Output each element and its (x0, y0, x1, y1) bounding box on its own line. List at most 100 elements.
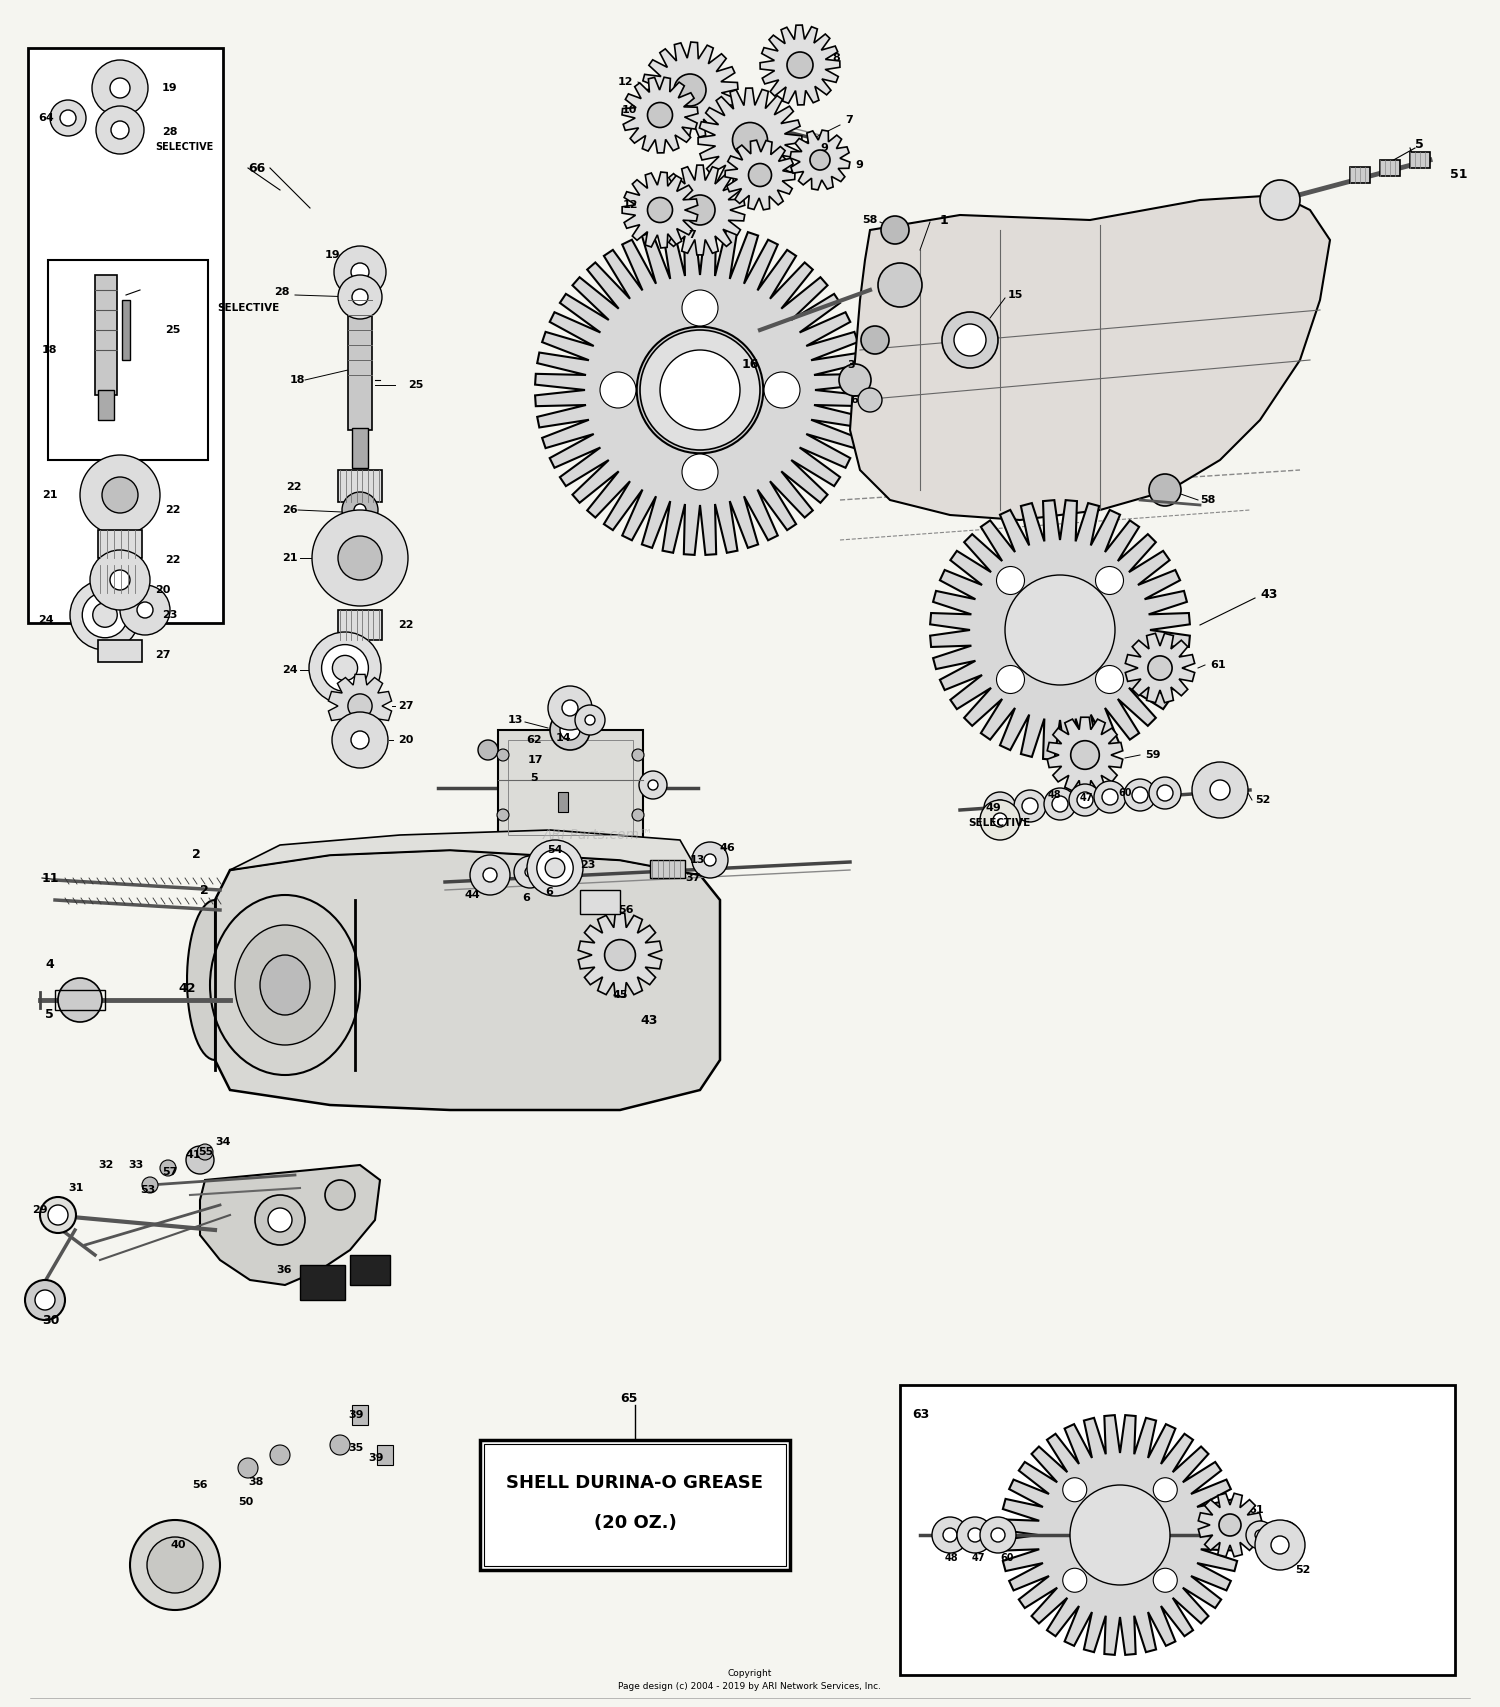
Text: 56: 56 (618, 905, 633, 915)
Circle shape (142, 1178, 158, 1193)
Polygon shape (1125, 633, 1194, 703)
Circle shape (50, 101, 86, 137)
Circle shape (186, 1145, 214, 1174)
Text: 19: 19 (324, 249, 340, 259)
Bar (558, 792, 568, 813)
Circle shape (639, 772, 668, 799)
Circle shape (1102, 789, 1118, 806)
Text: 47: 47 (1080, 794, 1094, 802)
Text: 52: 52 (1294, 1565, 1311, 1576)
Text: 39: 39 (368, 1453, 384, 1463)
Circle shape (90, 550, 150, 609)
Polygon shape (850, 195, 1330, 521)
Text: 65: 65 (620, 1391, 638, 1405)
Polygon shape (230, 830, 701, 876)
Text: SHELL DURINA-O GREASE: SHELL DURINA-O GREASE (507, 1475, 764, 1492)
Text: 41: 41 (184, 1151, 201, 1161)
Polygon shape (188, 900, 214, 1060)
Circle shape (861, 326, 889, 353)
Bar (98, 389, 114, 420)
Circle shape (1260, 179, 1300, 220)
Bar (509, 741, 633, 835)
Bar (484, 1444, 786, 1565)
Circle shape (1071, 741, 1100, 770)
Bar (98, 565, 142, 592)
Text: 66: 66 (248, 162, 266, 174)
Text: 44: 44 (465, 889, 480, 900)
Text: 58: 58 (862, 215, 877, 225)
Bar (480, 1441, 790, 1570)
Text: 1: 1 (940, 213, 948, 227)
Text: 22: 22 (165, 505, 180, 516)
Circle shape (70, 580, 140, 650)
Circle shape (238, 1458, 258, 1478)
Polygon shape (82, 483, 158, 558)
Circle shape (338, 275, 382, 319)
Bar (650, 860, 686, 877)
Circle shape (333, 655, 357, 681)
Circle shape (942, 312, 998, 369)
Circle shape (1246, 1521, 1274, 1548)
Circle shape (1044, 789, 1076, 819)
Bar (98, 640, 142, 662)
Circle shape (992, 801, 1008, 816)
Circle shape (196, 1144, 213, 1161)
Text: 55: 55 (198, 1147, 213, 1157)
Circle shape (48, 1205, 68, 1226)
Text: 21: 21 (42, 490, 57, 500)
Polygon shape (200, 1164, 380, 1285)
Circle shape (1210, 780, 1230, 801)
Circle shape (351, 263, 369, 282)
Circle shape (102, 476, 138, 514)
Circle shape (326, 1180, 356, 1210)
Circle shape (544, 859, 566, 877)
Circle shape (692, 842, 728, 877)
Polygon shape (622, 77, 698, 154)
Circle shape (1149, 777, 1180, 809)
Circle shape (980, 1518, 1016, 1553)
Circle shape (682, 290, 718, 326)
Circle shape (748, 164, 771, 186)
Polygon shape (760, 26, 840, 104)
Circle shape (640, 329, 760, 451)
Circle shape (704, 854, 716, 865)
Polygon shape (698, 89, 802, 191)
Text: 59: 59 (1144, 749, 1161, 760)
Circle shape (732, 123, 768, 157)
Circle shape (1070, 784, 1101, 816)
Text: 7: 7 (688, 230, 696, 241)
Circle shape (632, 749, 644, 761)
Circle shape (648, 780, 658, 790)
Text: 24: 24 (38, 615, 54, 625)
Text: 18: 18 (42, 345, 57, 355)
Text: 28: 28 (162, 126, 177, 137)
Circle shape (944, 1528, 957, 1541)
Circle shape (1192, 761, 1248, 818)
Text: 2: 2 (200, 884, 208, 896)
Bar (1410, 152, 1430, 167)
Circle shape (268, 1209, 292, 1232)
Circle shape (321, 645, 369, 691)
Circle shape (1270, 1536, 1288, 1553)
Text: 40: 40 (170, 1540, 186, 1550)
Circle shape (660, 350, 740, 430)
Text: 57: 57 (162, 1168, 177, 1178)
Circle shape (878, 263, 922, 307)
Text: 43: 43 (640, 1014, 657, 1026)
Circle shape (338, 536, 382, 580)
Circle shape (255, 1195, 304, 1244)
Circle shape (1124, 778, 1156, 811)
Bar (56, 990, 105, 1011)
Polygon shape (930, 500, 1190, 760)
Circle shape (526, 840, 584, 896)
Text: 25: 25 (165, 324, 180, 335)
Text: 23: 23 (162, 609, 177, 620)
Text: 33: 33 (128, 1161, 144, 1169)
Text: 24: 24 (282, 666, 298, 674)
Circle shape (1149, 475, 1180, 505)
Bar (352, 428, 368, 468)
Circle shape (93, 603, 117, 626)
Bar (900, 1384, 1455, 1675)
Circle shape (585, 715, 596, 725)
Text: 14: 14 (556, 732, 572, 743)
